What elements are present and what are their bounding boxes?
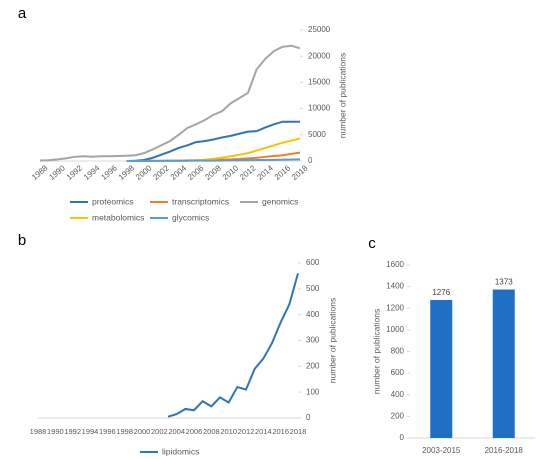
x-tick-label: 2000 xyxy=(134,427,151,436)
y-tick-label: 0 xyxy=(306,413,311,422)
y-tick-label: 15000 xyxy=(308,78,331,87)
y-tick-label: 200 xyxy=(391,411,405,420)
y-tick-label: 5000 xyxy=(308,130,326,139)
y-axis-title: number of publications xyxy=(327,298,337,384)
x-tick-label: 2010 xyxy=(221,163,241,182)
panel-label: c xyxy=(368,235,376,252)
x-tick-label: 2012 xyxy=(238,163,258,182)
legend-label: lipidomics xyxy=(162,446,199,456)
y-tick-label: 20000 xyxy=(308,51,331,60)
legend-label: proteomics xyxy=(92,196,134,206)
x-tick-label: 2018 xyxy=(290,163,310,182)
x-tick-label: 2003-2015 xyxy=(422,446,461,455)
line xyxy=(126,120,300,162)
x-tick-label: 2000 xyxy=(134,163,154,182)
y-tick-label: 25000 xyxy=(308,25,331,34)
legend-label: genomics xyxy=(262,196,298,206)
y-tick-label: 600 xyxy=(306,258,320,267)
y-axis-title: number of publications xyxy=(337,53,347,139)
x-tick-label: 1998 xyxy=(116,427,133,436)
x-tick-label: 2002 xyxy=(151,163,171,182)
y-tick-label: 10000 xyxy=(308,104,331,113)
y-tick-label: 200 xyxy=(306,361,320,370)
x-tick-label: 2016 xyxy=(272,427,289,436)
y-tick-label: 1600 xyxy=(386,260,404,269)
panel-label: a xyxy=(18,5,27,22)
x-tick-label: 2012 xyxy=(238,427,255,436)
line xyxy=(126,158,301,162)
x-tick-label: 2002 xyxy=(151,427,168,436)
y-tick-label: 1200 xyxy=(386,303,404,312)
x-tick-label: 1988 xyxy=(30,163,50,182)
x-tick-label: 2014 xyxy=(255,163,275,182)
line xyxy=(167,273,299,418)
bar xyxy=(430,300,453,438)
y-tick-label: 800 xyxy=(391,347,405,356)
y-axis-title: number of publications xyxy=(371,309,381,395)
x-tick-label: 2010 xyxy=(220,427,237,436)
x-tick-label: 1998 xyxy=(117,163,137,182)
legend-label: transcriptomics xyxy=(172,196,229,206)
x-tick-label: 2016-2018 xyxy=(485,446,524,455)
line xyxy=(39,44,301,162)
x-tick-label: 1994 xyxy=(82,427,99,436)
x-tick-label: 2008 xyxy=(203,427,220,436)
x-tick-label: 1990 xyxy=(47,163,67,182)
x-tick-label: 1992 xyxy=(64,427,81,436)
x-tick-label: 2016 xyxy=(273,163,293,182)
panel-label: b xyxy=(18,232,26,249)
legend-label: metabolomics xyxy=(92,212,144,222)
legend-label: glycomics xyxy=(172,212,209,222)
y-tick-label: 0 xyxy=(308,156,313,165)
x-tick-label: 1990 xyxy=(47,427,64,436)
x-tick-label: 2004 xyxy=(168,427,185,436)
x-tick-label: 2018 xyxy=(290,427,307,436)
y-tick-label: 300 xyxy=(306,336,320,345)
x-tick-label: 2006 xyxy=(186,163,206,182)
x-tick-label: 1996 xyxy=(99,427,116,436)
value-label: 1276 xyxy=(432,288,450,297)
x-tick-label: 2008 xyxy=(203,163,223,182)
x-tick-label: 1994 xyxy=(82,163,102,182)
y-tick-label: 500 xyxy=(306,284,320,293)
y-tick-label: 600 xyxy=(391,368,405,377)
x-tick-label: 1992 xyxy=(65,163,85,182)
y-tick-label: 400 xyxy=(391,390,405,399)
x-tick-label: 1988 xyxy=(30,427,47,436)
y-tick-label: 100 xyxy=(306,387,320,396)
y-tick-label: 1400 xyxy=(386,282,404,291)
value-label: 1373 xyxy=(495,278,513,287)
y-tick-label: 400 xyxy=(306,310,320,319)
x-tick-label: 1996 xyxy=(99,163,119,182)
x-tick-label: 2014 xyxy=(255,427,272,436)
y-tick-label: 1000 xyxy=(386,325,404,334)
bar xyxy=(492,289,515,438)
x-tick-label: 2004 xyxy=(169,163,189,182)
x-tick-label: 2006 xyxy=(186,427,203,436)
y-tick-label: 0 xyxy=(400,433,405,442)
